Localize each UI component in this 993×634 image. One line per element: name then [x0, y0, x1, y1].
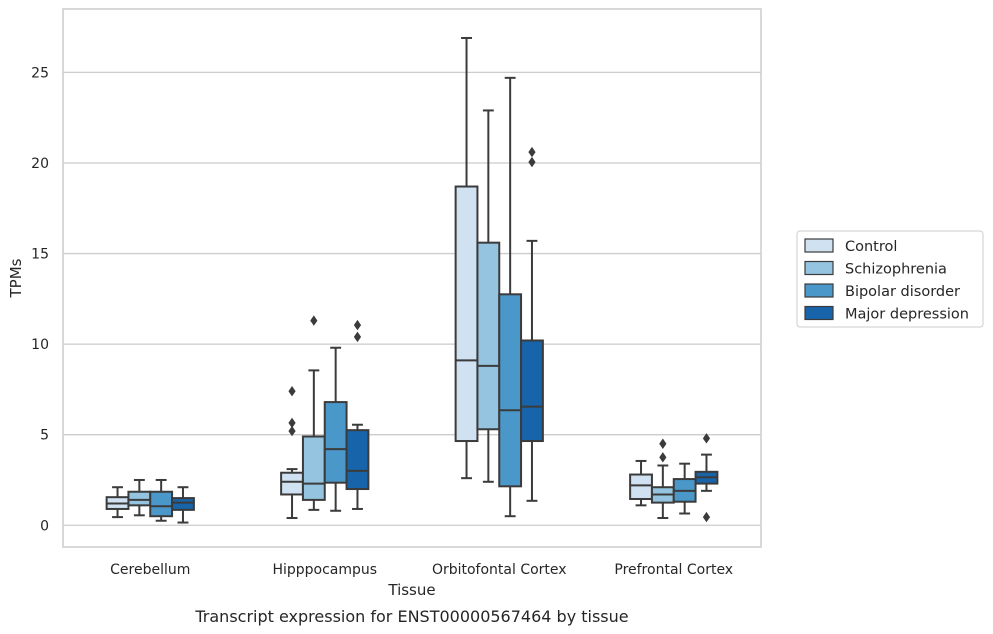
box-control: [280, 386, 304, 520]
box-bipolar-disorder: [323, 346, 348, 512]
box-body: [280, 471, 304, 496]
box-bipolar-disorder: [498, 76, 523, 518]
outlier-point: [528, 156, 536, 168]
legend-swatch: [804, 238, 834, 253]
box-major-depression: [345, 319, 370, 510]
box-body: [476, 241, 501, 431]
box-major-depression: [171, 486, 195, 524]
legend-swatch: [804, 305, 834, 321]
legend-swatch: [804, 283, 834, 298]
box-schizophrenia: [301, 315, 326, 511]
box-schizophrenia: [476, 109, 501, 483]
box-body: [301, 435, 326, 501]
plot-frame: [62, 8, 762, 548]
chart-caption: Transcript expression for ENST0000056746…: [194, 607, 628, 626]
box-control: [105, 486, 130, 519]
outlier-point: [310, 315, 318, 326]
legend-label: Bipolar disorder: [845, 284, 960, 300]
y-tick-label: 25: [31, 65, 49, 81]
legend: Control Schizophrenia Bipolar disorder Majo…: [796, 230, 984, 328]
outlier-point: [288, 417, 296, 429]
box-control: [454, 36, 479, 480]
box-major-depression: [694, 433, 719, 523]
y-tick-label: 10: [31, 337, 49, 353]
x-axis-label: Tissue: [387, 581, 435, 599]
y-tick-label: 20: [31, 156, 49, 172]
legend-label: Schizophrenia: [845, 262, 947, 278]
box-body: [149, 490, 174, 518]
box-body: [520, 339, 544, 443]
x-tick-label: Hipppocampus: [272, 562, 377, 578]
y-tick-label: 0: [40, 518, 49, 534]
outlier-point: [353, 331, 362, 343]
box-bipolar-disorder: [149, 478, 174, 522]
box-body: [171, 497, 195, 511]
legend-frame: [796, 230, 984, 328]
box-schizophrenia: [127, 478, 152, 517]
box-body: [629, 473, 653, 500]
y-axis-label: TPMs: [7, 258, 25, 298]
box-major-depression: [520, 146, 544, 502]
box-body: [454, 185, 479, 443]
box-body: [498, 293, 523, 488]
legend-label: Control: [845, 239, 897, 255]
grid-lines: [63, 71, 761, 526]
outlier-point: [702, 511, 711, 523]
y-tick-label: 15: [31, 247, 49, 263]
box-control: [629, 459, 653, 507]
x-tick-label: Prefrontal Cortex: [614, 562, 733, 578]
legend-label: Major depression: [845, 307, 969, 323]
plot-area: [105, 36, 719, 524]
outlier-point: [288, 386, 296, 397]
outlier-point: [659, 452, 667, 463]
outlier-point: [353, 319, 362, 331]
x-tick-label: Cerebellum: [110, 562, 190, 578]
outlier-point: [288, 425, 296, 437]
box-body: [127, 490, 152, 507]
box-schizophrenia: [650, 438, 675, 520]
outlier-point: [528, 146, 536, 158]
x-tick-labels: Cerebellum Hipppocampus Orbitofontal Corte…: [110, 562, 733, 578]
box-body: [323, 401, 348, 484]
legend-swatch: [804, 260, 834, 276]
outlier-point: [659, 438, 667, 449]
box-body: [345, 429, 370, 491]
y-tick-label: 5: [40, 428, 49, 444]
y-tick-labels: 0 5 10 15 20 25: [31, 65, 49, 534]
outlier-point: [702, 433, 711, 444]
box-bipolar-disorder: [672, 462, 697, 515]
x-tick-label: Orbitofontal Cortex: [432, 562, 567, 578]
